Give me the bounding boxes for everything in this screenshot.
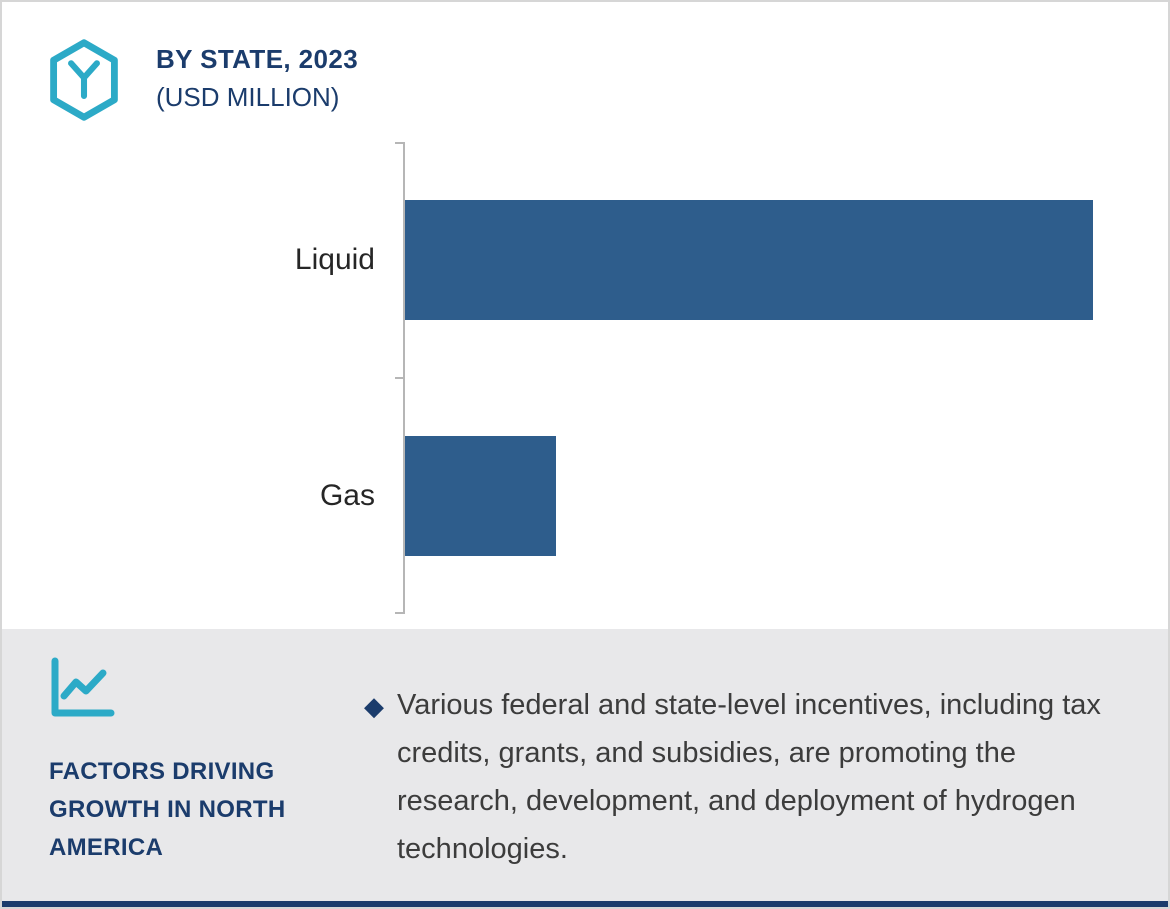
axis-tick <box>395 377 405 379</box>
bar-track <box>405 200 1093 320</box>
bar-gas <box>405 436 557 556</box>
chart-title: BY STATE, 2023 <box>156 44 359 74</box>
bar-chart: Liquid Gas <box>2 142 1168 614</box>
factors-panel: FACTORS DRIVING GROWTH IN NORTH AMERICA … <box>2 629 1168 905</box>
bullet-text: Various federal and state-level incentiv… <box>397 689 1101 865</box>
diamond-bullet-icon: ◆ <box>364 691 384 721</box>
category-label: Gas <box>319 479 375 512</box>
axis-tick <box>395 142 405 144</box>
bar-row-gas: Gas <box>2 378 1168 614</box>
bullet-item: ◆ Various federal and state-level incent… <box>364 681 1136 873</box>
bottom-accent-bar <box>2 901 1168 907</box>
chart-header: BY STATE, 2023 (USD MILLION) <box>46 36 358 122</box>
line-chart-icon <box>51 657 115 717</box>
factors-heading: FACTORS DRIVING GROWTH IN NORTH AMERICA <box>49 758 286 861</box>
bar-row-liquid: Liquid <box>2 142 1168 378</box>
bar-liquid <box>405 200 1093 320</box>
hexagon-logo-icon <box>50 39 118 121</box>
axis-tick <box>395 612 405 614</box>
chart-subtitle: (USD MILLION) <box>156 82 340 112</box>
category-label: Liquid <box>294 243 375 276</box>
chart-title-block: BY STATE, 2023 (USD MILLION) <box>156 36 358 113</box>
bar-track <box>405 436 1093 556</box>
